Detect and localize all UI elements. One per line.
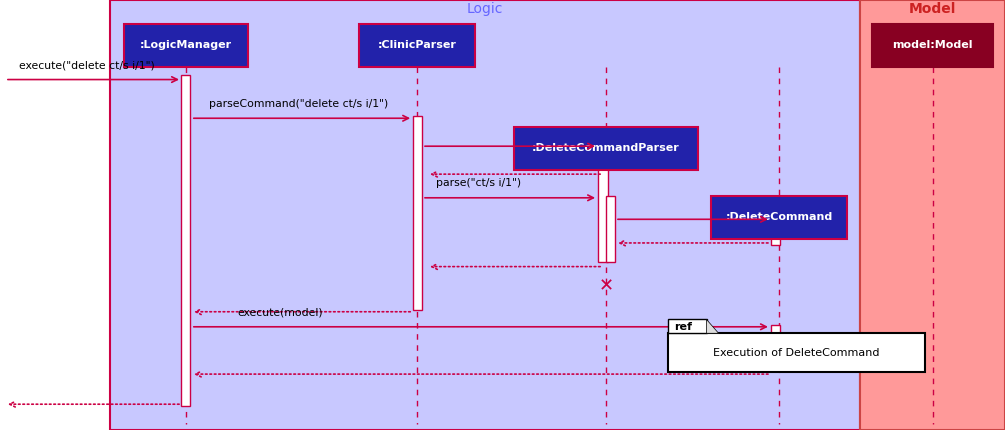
Bar — [711, 196, 847, 239]
Text: Logic: Logic — [466, 3, 504, 16]
Text: :DeleteCommand: :DeleteCommand — [726, 212, 832, 222]
Text: Execution of DeleteCommand: Execution of DeleteCommand — [714, 347, 879, 358]
Text: parse("ct/s i/1"): parse("ct/s i/1") — [436, 178, 522, 188]
Text: :DeleteCommandParser: :DeleteCommandParser — [532, 143, 680, 154]
Text: ref: ref — [674, 322, 692, 332]
Bar — [181, 75, 191, 406]
Bar — [872, 24, 993, 67]
Bar — [860, 0, 1005, 430]
Bar — [359, 24, 475, 67]
Bar — [772, 215, 781, 245]
Text: Model: Model — [909, 3, 957, 16]
Bar — [514, 127, 698, 170]
Text: :ClinicParser: :ClinicParser — [378, 40, 456, 50]
Polygon shape — [707, 319, 719, 333]
Bar — [412, 116, 422, 310]
Text: ✕: ✕ — [598, 277, 614, 295]
Text: execute(model): execute(model) — [237, 307, 323, 317]
Text: model:Model: model:Model — [892, 40, 973, 50]
Text: execute("delete ct/s i/1"): execute("delete ct/s i/1") — [19, 60, 155, 70]
Bar — [124, 24, 248, 67]
Text: :LogicManager: :LogicManager — [140, 40, 232, 50]
Text: parseCommand("delete ct/s i/1"): parseCommand("delete ct/s i/1") — [209, 99, 388, 109]
Bar — [606, 196, 615, 262]
Bar — [772, 325, 781, 353]
Bar — [668, 333, 925, 372]
Bar — [110, 0, 860, 430]
Polygon shape — [668, 319, 707, 333]
Bar — [599, 159, 607, 262]
